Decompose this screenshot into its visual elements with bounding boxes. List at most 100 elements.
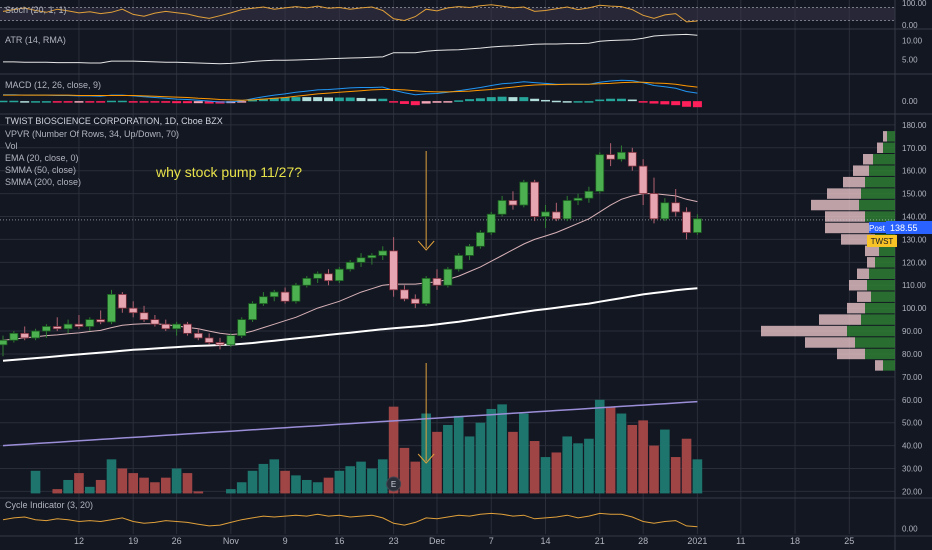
vol-legend[interactable]: Vol [5,141,18,151]
volume-bar [171,468,182,494]
candle-body [291,284,301,302]
volume-bar [106,459,117,494]
candle-body [52,326,62,330]
volume-bar [377,459,388,494]
vpvr-legend[interactable]: VPVR (Number Of Rows, 34, Up/Down, 70) [5,129,179,139]
time-tick-label: 18 [790,536,800,546]
symbol-title[interactable]: TWIST BIOSCIENCE CORPORATION, 1D, Cboe B… [5,116,223,126]
candle-body [649,193,659,220]
candle-body [454,255,464,270]
price-tick-label: 20.00 [902,487,923,496]
earnings-marker[interactable]: E [386,476,402,492]
ema-legend[interactable]: EMA (20, close, 0) [5,153,79,163]
price-tick-label: 0.00 [902,97,918,106]
post-tag-label: Post [869,224,886,233]
volume-bar [345,466,355,494]
vpvr-up-bar [867,280,895,291]
volume-bar [508,431,518,494]
vpvr-down-bar [865,245,879,257]
time-tick-label: 26 [172,536,182,546]
candle-body [117,293,127,309]
candle-body [324,273,333,282]
atr-legend[interactable]: ATR (14, RMA) [5,35,66,45]
price-tick-label: 100.00 [902,0,927,8]
price-tick-label: 120.00 [902,258,927,267]
volume-bar [128,473,138,494]
volume-bar [660,429,670,494]
volume-bar [410,461,421,494]
ema20-line [2,193,698,341]
arrow-upper-head [417,240,435,251]
volume-bar [247,470,258,494]
vpvr-up-bar [869,268,895,280]
volume-bar [540,457,551,494]
macd-histogram-bar [399,101,409,104]
volume-bar [464,436,475,494]
candle-body [421,277,431,304]
volume-bar [258,463,269,494]
vpvr-up-bar [887,131,895,142]
volume-bar [432,431,442,494]
macd-pane [0,79,702,108]
price-axis: 180.00 170.00 160.00 150.00 140.00 130.00 120.… [902,0,927,534]
volume-bar [681,438,692,494]
vpvr-down-bar [875,360,883,371]
macd-histogram-bar [432,101,442,103]
candle-body [128,307,138,314]
volume-bar [638,420,648,494]
candle-body [42,326,51,332]
macd-legend[interactable]: MACD (12, 26, close, 9) [5,80,101,90]
price-tick-label: 5.00 [902,56,918,65]
time-tick-label: 7 [489,536,494,546]
time-axis: 12 19 26 Nov 9 16 23 Dec 7 14 21 28 2021 11 18 25 [74,536,854,546]
volume-bar [226,489,236,494]
macd-histogram-bar [682,101,692,107]
macd-histogram-bar [616,98,626,102]
macd-histogram-bar [313,97,323,102]
volume-bar [30,470,41,494]
volume-bar [291,475,301,494]
vpvr-up-bar [883,142,895,154]
smma50-legend[interactable]: SMMA (50, close) [5,165,76,175]
price-tick-label: 40.00 [902,442,923,451]
macd-histogram-bar [627,99,637,102]
cycle-legend[interactable]: Cycle Indicator (3, 20) [5,500,93,510]
macd-histogram-bar [107,100,116,103]
volume-bars [30,399,703,494]
stoch-legend[interactable]: Stoch (20, 1, 1) [5,5,67,15]
candle-body [465,245,474,256]
vpvr-down-bar [837,348,865,360]
candle-body [63,323,73,330]
candle-body [226,335,236,346]
candle-body [410,298,420,304]
vpvr-down-bar [849,280,867,291]
price-tick-label: 180.00 [902,121,927,130]
candle-body [172,323,182,330]
macd-histogram-bar [421,101,431,104]
vpvr-up-bar [861,314,895,325]
volume-bar [117,468,128,494]
candle-body [443,268,453,286]
price-tick-label: 150.00 [902,190,927,199]
macd-histogram-bar [356,97,366,102]
volume-bar [85,486,95,494]
volume-bar [388,406,399,494]
macd-histogram-bar [551,100,561,103]
stoch-band [0,7,895,21]
vpvr-down-bar [843,176,865,188]
candle-body [356,257,366,263]
symbol-tag-box [867,235,897,247]
annotation-text: why stock pump 11/27? [155,164,302,180]
candle-body [562,200,572,220]
volume-bar [497,404,507,494]
candle-body [551,211,561,220]
vpvr-down-bar [877,142,883,154]
volume-bar [74,473,84,494]
volume-bar [616,413,627,494]
post-tag-box [869,222,886,233]
candle-body [432,277,442,286]
candle-body [139,312,149,320]
macd-histogram-bar [150,101,160,103]
smma200-legend[interactable]: SMMA (200, close) [5,177,81,187]
